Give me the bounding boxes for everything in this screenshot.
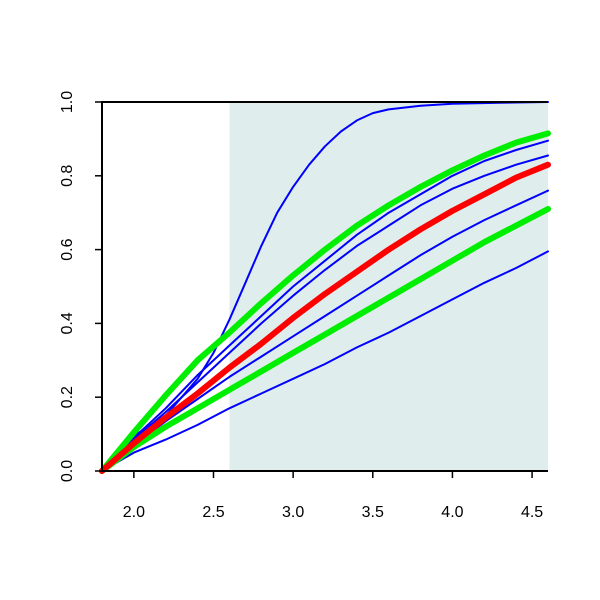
series-line-1 (101, 101, 549, 472)
y-tick-label: 0.2 (59, 386, 76, 408)
series-line-7 (99, 206, 551, 474)
y-tick-label: 0.0 (59, 460, 76, 482)
x-tick-label: 2.5 (202, 504, 224, 521)
series-line-3 (101, 154, 549, 472)
y-tick-label: 1.0 (59, 91, 76, 113)
series-line-2 (101, 139, 549, 472)
series-line-6 (99, 130, 551, 474)
series-layer (99, 101, 551, 474)
y-tick-label: 0.4 (59, 312, 76, 334)
x-tick-label: 2.0 (123, 504, 145, 521)
y-axis: 0.0 0.2 0.4 0.6 0.8 1.0 (59, 91, 102, 482)
y-tick-label: 0.6 (59, 238, 76, 260)
x-tick-label: 4.5 (521, 504, 543, 521)
x-tick-label: 3.5 (362, 504, 384, 521)
x-axis: 2.0 2.5 3.0 3.5 4.0 4.5 (123, 470, 543, 521)
x-tick-label: 3.0 (282, 504, 304, 521)
y-tick-label: 0.8 (59, 165, 76, 187)
series-line-8 (99, 161, 551, 474)
x-tick-label: 4.0 (441, 504, 463, 521)
series-line-4 (101, 250, 549, 472)
series-line-5 (101, 189, 549, 472)
